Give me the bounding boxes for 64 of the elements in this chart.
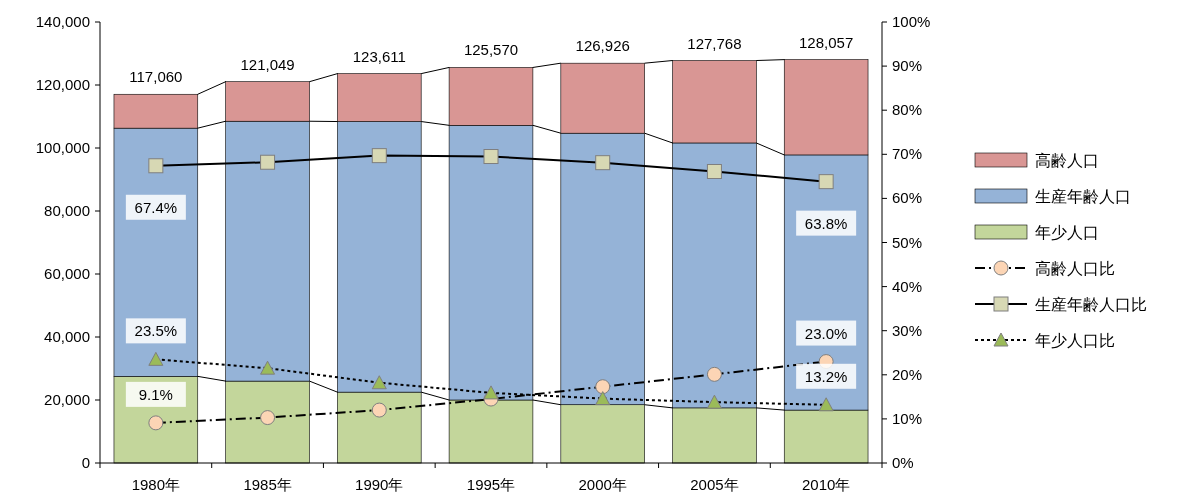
y2-tick-label: 20% <box>892 365 923 383</box>
point <box>371 402 387 418</box>
data-label: 67.4% <box>134 198 178 216</box>
y2-tick-label: 30% <box>892 321 923 339</box>
y-tick-label: 60,000 <box>44 265 90 282</box>
data-label: 23.5% <box>134 322 178 340</box>
total-label: 123,611 <box>352 47 406 65</box>
point <box>595 379 611 395</box>
total-label: 128,057 <box>799 33 854 51</box>
y-tick-label: 120,000 <box>35 76 90 93</box>
y2-tick-label: 10% <box>892 409 923 427</box>
point <box>148 351 164 366</box>
x-tick-label: 2005年 <box>690 476 739 493</box>
x-tick-label: 2010年 <box>801 476 851 493</box>
point <box>371 375 387 390</box>
x-tick-label: 1985年 <box>243 476 292 493</box>
y-tick-label: 0 <box>81 454 90 471</box>
y-tick-label: 140,000 <box>35 13 90 30</box>
data-label: 9.1% <box>138 385 173 403</box>
data-label: 13.2% <box>804 367 848 385</box>
total-label: 126,926 <box>575 37 630 55</box>
y-tick-label: 80,000 <box>44 202 90 219</box>
point <box>818 174 834 190</box>
y2-tick-label: 50% <box>892 233 923 251</box>
y2-tick-label: 90% <box>892 57 923 75</box>
point <box>483 385 499 400</box>
point <box>706 164 722 179</box>
data-label: 63.8% <box>804 214 848 232</box>
legend-label: 生産年齢人口 <box>1035 188 1131 205</box>
point <box>260 360 276 375</box>
point <box>595 391 611 406</box>
total-label: 125,570 <box>463 41 519 59</box>
point <box>371 148 387 164</box>
point <box>595 155 611 171</box>
legend-label: 年少人口 <box>1035 224 1099 241</box>
y2-tick-label: 70% <box>892 145 923 163</box>
legend-label: 高齢人口 <box>1035 152 1099 169</box>
point <box>148 415 164 431</box>
point <box>818 397 834 412</box>
x-tick-label: 1995年 <box>466 476 516 493</box>
legend-label: 生産年齢人口比 <box>1035 296 1147 313</box>
total-label: 117,060 <box>129 68 183 86</box>
y2-tick-label: 100% <box>892 13 931 30</box>
point <box>483 149 499 165</box>
legend-label: 高齢人口比 <box>1035 260 1115 277</box>
y2-tick-label: 0% <box>892 454 914 471</box>
total-label: 127,768 <box>687 34 742 52</box>
x-tick-label: 1990年 <box>355 476 404 493</box>
y-tick-label: 20,000 <box>44 391 90 408</box>
y2-tick-label: 80% <box>892 101 923 119</box>
y2-tick-label: 60% <box>892 189 923 207</box>
y-tick-label: 100,000 <box>35 139 90 156</box>
point <box>260 154 276 170</box>
x-tick-label: 2000年 <box>578 476 627 493</box>
data-label: 23.0% <box>804 324 848 342</box>
y2-tick-label: 40% <box>892 277 923 295</box>
point <box>148 158 164 174</box>
total-label: 121,049 <box>240 55 295 73</box>
x-tick-label: 1980年 <box>131 476 181 493</box>
legend-label: 年少人口比 <box>1035 332 1115 349</box>
y-tick-label: 40,000 <box>44 328 90 345</box>
point <box>706 394 722 409</box>
point <box>260 410 276 426</box>
point <box>706 366 722 382</box>
